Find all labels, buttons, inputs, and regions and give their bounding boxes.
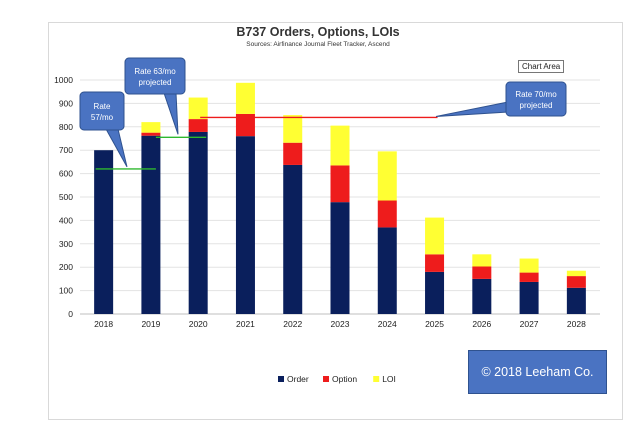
bar-order-2028 — [566, 287, 586, 314]
y-tick-label: 300 — [59, 239, 73, 249]
bar-loi-2020 — [188, 97, 208, 120]
legend-label-order: Order — [287, 374, 309, 384]
chart-subtitle: Sources: Airfinance Journal Fleet Tracke… — [246, 41, 390, 48]
bar-order-2024 — [377, 227, 397, 314]
bar-loi-2028 — [566, 270, 586, 277]
legend-swatch-order — [278, 376, 284, 382]
y-tick-label: 500 — [59, 192, 73, 202]
callout-rate-57: Rate 57/mo — [79, 91, 128, 168]
bar-order-2023 — [330, 202, 350, 314]
bar-option-2021 — [235, 113, 255, 137]
callout-line-1: Rate — [94, 102, 111, 111]
x-axis-ticks: 2018 2019 2020 2021 2022 2023 2024 2025 2026 2027… — [94, 319, 586, 329]
bar-option-2028 — [566, 276, 586, 288]
legend: Order Option LOI — [278, 374, 396, 384]
y-tick-label: 1000 — [54, 75, 73, 85]
chart-area-tooltip: Chart Area — [518, 60, 565, 73]
bar-loi-2027 — [519, 258, 539, 273]
y-tick-label: 100 — [59, 286, 73, 296]
bar-order-2027 — [519, 281, 539, 314]
x-tick-label: 2018 — [94, 319, 113, 329]
bars — [94, 82, 586, 314]
x-tick-label: 2025 — [425, 319, 444, 329]
bar-loi-2025 — [425, 217, 445, 255]
bar-option-2022 — [283, 142, 303, 165]
bar-order-2021 — [235, 136, 255, 314]
callout-rate-63: Rate 63/mo projected — [124, 57, 186, 135]
y-tick-label: 400 — [59, 215, 73, 225]
bar-order-2020 — [188, 131, 208, 314]
bar-loi-2023 — [330, 125, 350, 166]
callout-rate-70: Rate 70/mo projected — [435, 81, 567, 117]
callout-pointer — [435, 101, 509, 117]
y-tick-label: 600 — [59, 169, 73, 179]
bar-order-2025 — [425, 271, 445, 314]
callout-line-2: 57/mo — [91, 113, 114, 122]
copyright-box: © 2018 Leeham Co. — [468, 350, 607, 394]
bar-loi-2026 — [472, 254, 492, 267]
y-tick-label: 0 — [68, 309, 73, 319]
callout-box — [505, 81, 567, 117]
x-tick-label: 2028 — [567, 319, 586, 329]
x-tick-label: 2024 — [378, 319, 397, 329]
legend-swatch-option — [323, 376, 329, 382]
legend-label-option: Option — [332, 374, 357, 384]
x-tick-label: 2020 — [189, 319, 208, 329]
bar-order-2018 — [94, 150, 114, 314]
y-axis-ticks: 0 100 200 300 400 500 600 700 800 900 1000 — [54, 75, 73, 319]
legend-swatch-loi — [373, 376, 380, 382]
callout-line-1: Rate 63/mo — [134, 67, 176, 76]
bar-option-2024 — [377, 200, 397, 228]
x-tick-label: 2023 — [331, 319, 350, 329]
bar-option-2019 — [141, 132, 161, 136]
chart-title: B737 Orders, Options, LOIs — [236, 25, 399, 39]
callout-line-2: projected — [520, 101, 553, 110]
legend-label-loi: LOI — [382, 374, 396, 384]
bar-option-2026 — [472, 266, 492, 279]
callout-box — [79, 91, 125, 131]
callout-line-2: projected — [139, 78, 172, 87]
bar-loi-2022 — [283, 115, 303, 143]
bar-option-2020 — [188, 119, 208, 132]
bar-option-2023 — [330, 165, 350, 203]
y-tick-label: 200 — [59, 262, 73, 272]
callouts: Rate 57/mo Rate 63/mo projected Rate 70/mo pr… — [79, 57, 567, 168]
bar-order-2022 — [283, 164, 303, 314]
bar-option-2027 — [519, 272, 539, 282]
callout-line-1: Rate 70/mo — [515, 90, 557, 99]
y-tick-label: 700 — [59, 145, 73, 155]
bar-loi-2021 — [235, 82, 255, 114]
callout-box — [124, 57, 186, 95]
bar-order-2019 — [141, 135, 161, 314]
y-tick-label: 800 — [59, 122, 73, 132]
bar-loi-2024 — [377, 151, 397, 201]
callout-pointer — [163, 92, 179, 135]
bar-option-2025 — [425, 254, 445, 272]
y-tick-label: 900 — [59, 98, 73, 108]
bar-order-2026 — [472, 278, 492, 314]
x-tick-label: 2027 — [520, 319, 539, 329]
x-tick-label: 2022 — [283, 319, 302, 329]
reference-lines — [95, 116, 438, 170]
x-tick-label: 2026 — [472, 319, 491, 329]
x-tick-label: 2021 — [236, 319, 255, 329]
x-tick-label: 2019 — [141, 319, 160, 329]
bar-loi-2019 — [141, 122, 161, 133]
copyright-text: © 2018 Leeham Co. — [481, 365, 594, 379]
